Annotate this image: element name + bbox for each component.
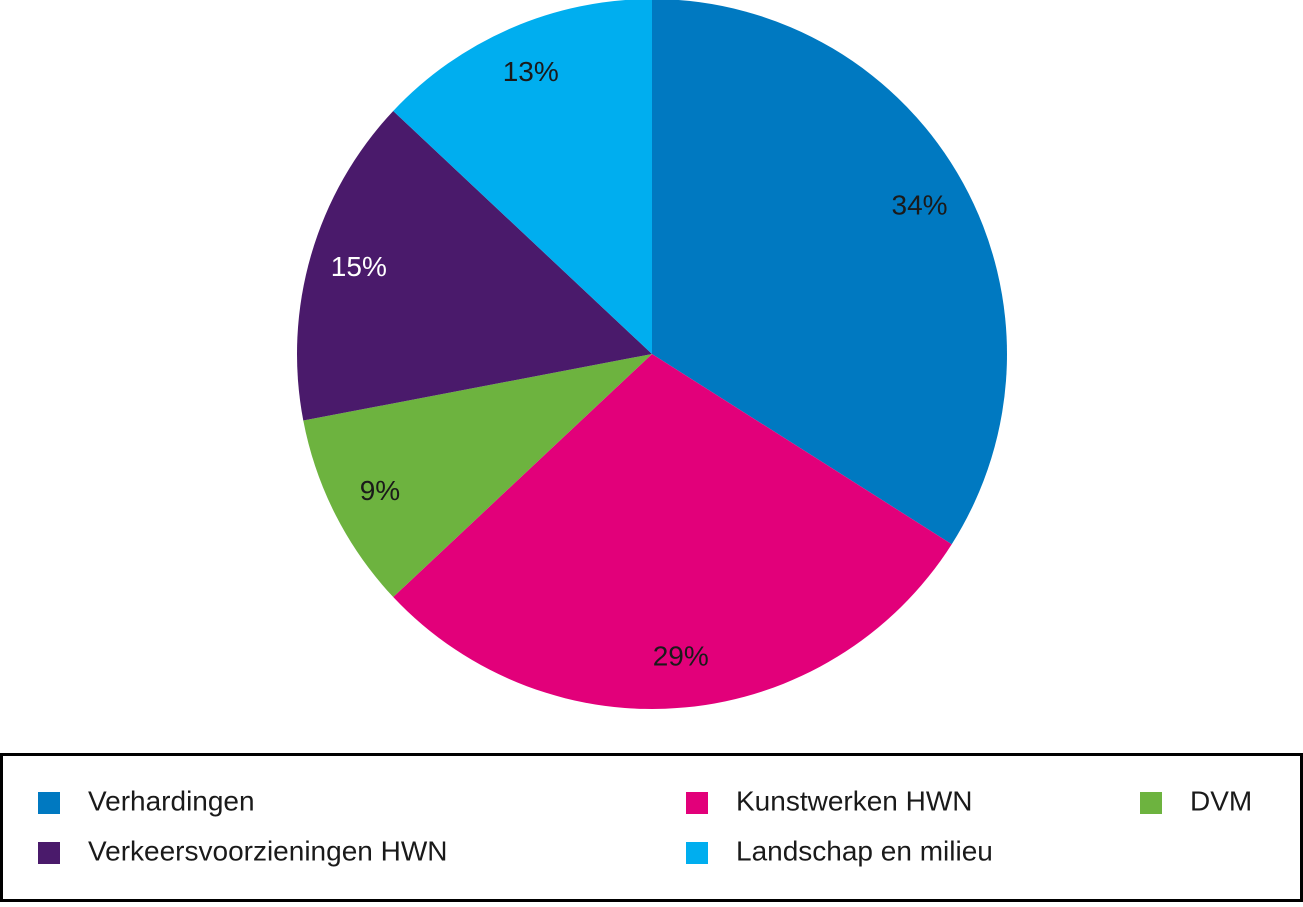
- pie-slice: [393, 0, 652, 354]
- slice-label: 15%: [331, 251, 387, 282]
- legend-swatch: [38, 842, 60, 864]
- legend-swatch: [38, 792, 60, 814]
- pie-slice: [303, 354, 652, 598]
- slice-label: 13%: [503, 56, 559, 87]
- slice-label: 9%: [360, 475, 400, 506]
- slice-label: 29%: [653, 640, 709, 671]
- legend-swatch: [686, 842, 708, 864]
- legend-label: Verkeersvoorzieningen HWN: [88, 835, 448, 866]
- legend-label: Kunstwerken HWN: [736, 785, 973, 816]
- pie-slice: [393, 354, 952, 709]
- pie-slice: [652, 0, 1007, 545]
- legend-label: DVM: [1190, 785, 1252, 816]
- legend-label: Verhardingen: [88, 785, 255, 816]
- legend-label: Landschap en milieu: [736, 835, 993, 866]
- legend-swatch: [686, 792, 708, 814]
- slice-label: 34%: [892, 189, 948, 220]
- legend-box: [0, 753, 1303, 902]
- pie-slice: [297, 110, 652, 421]
- legend-swatch: [1140, 792, 1162, 814]
